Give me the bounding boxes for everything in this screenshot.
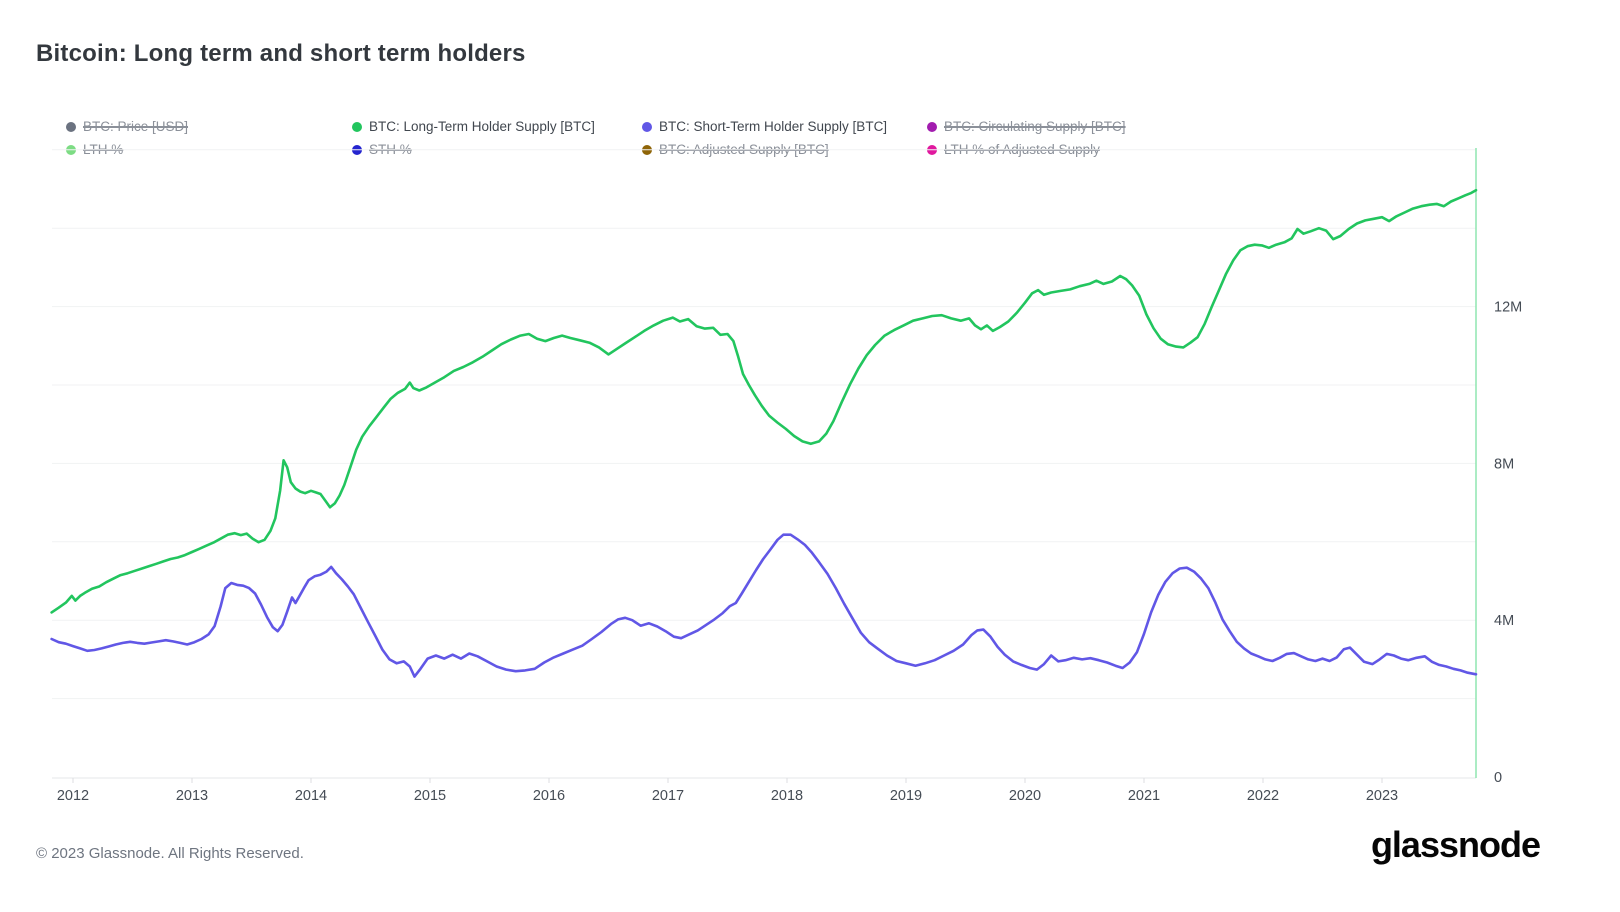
x-axis-label: 2015: [414, 788, 446, 804]
legend-item-btc-price[interactable]: BTC: Price [USD]: [66, 119, 352, 135]
x-axis-label: 2023: [1366, 788, 1398, 804]
legend-label: BTC: Circulating Supply [BTC]: [944, 119, 1126, 134]
x-axis-label: 2017: [652, 788, 684, 804]
sth-supply-line[interactable]: [50, 533, 1478, 678]
x-axis-label: 2019: [890, 788, 922, 804]
x-axis-label: 2014: [295, 788, 327, 804]
glassnode-logo: glassnode: [1370, 824, 1541, 865]
x-axis-label: 2020: [1009, 788, 1041, 804]
legend-label: BTC: Short-Term Holder Supply [BTC]: [659, 119, 888, 134]
y-axis-label: 4M: [1494, 613, 1514, 629]
x-axis-label: 2018: [771, 788, 803, 804]
legend-label: BTC: Long-Term Holder Supply [BTC]: [369, 119, 595, 134]
y-axis-label: 0: [1494, 770, 1502, 786]
legend-label: BTC: Price [USD]: [83, 119, 189, 134]
legend-item-sth-supply[interactable]: BTC: Short-Term Holder Supply [BTC]: [642, 119, 927, 135]
legend-dot-lth-supply-icon: [352, 122, 362, 132]
page-title: Bitcoin: Long term and short term holder…: [36, 40, 526, 67]
y-axis-label: 8M: [1494, 456, 1514, 472]
legend-dot-circulating-supply-icon: [927, 122, 937, 132]
x-axis-label: 2022: [1247, 788, 1279, 804]
x-axis-label: 2012: [57, 788, 89, 804]
legend-dot-btc-price-icon: [66, 122, 76, 132]
x-axis-label: 2021: [1128, 788, 1160, 804]
x-axis-label: 2016: [533, 788, 565, 804]
legend-item-lth-supply[interactable]: BTC: Long-Term Holder Supply [BTC]: [352, 119, 642, 135]
copyright-text: © 2023 Glassnode. All Rights Reserved.: [36, 845, 304, 862]
x-axis-label: 2013: [176, 788, 208, 804]
lth-supply-line[interactable]: [50, 188, 1478, 614]
legend-item-circulating-supply[interactable]: BTC: Circulating Supply [BTC]: [927, 119, 1126, 135]
legend-dot-sth-supply-icon: [642, 122, 652, 132]
y-axis-label: 12M: [1494, 300, 1522, 316]
